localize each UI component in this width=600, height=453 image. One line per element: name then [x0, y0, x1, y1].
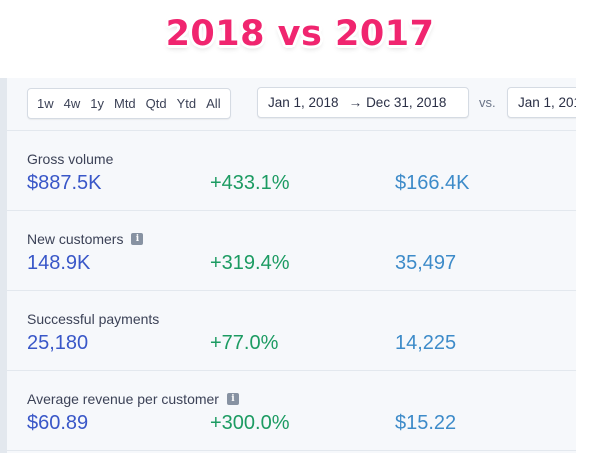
date-toolbar: 1w 4w 1y Mtd Qtd Ytd All Jan 1, 2018 → D… — [7, 78, 576, 131]
metric-label: Average revenue per customer i — [27, 391, 239, 407]
range-4w-button[interactable]: 4w — [63, 96, 81, 111]
range-preset-group: 1w 4w 1y Mtd Qtd Ytd All — [27, 88, 231, 119]
metric-value: 148.9K — [27, 252, 91, 274]
metric-change: +77.0% — [210, 332, 279, 354]
metric-row-average-revenue[interactable]: Average revenue per customer i $60.89 +3… — [7, 371, 576, 451]
metric-row-gross-volume[interactable]: Gross volume $887.5K +433.1% $166.4K — [7, 131, 576, 211]
range-1y-button[interactable]: 1y — [90, 96, 104, 111]
metric-label-text: New customers — [27, 231, 124, 247]
compare-range-start: Jan 1, 2017 — [518, 95, 576, 110]
range-all-button[interactable]: All — [206, 96, 221, 111]
metric-value: 25,180 — [27, 332, 89, 354]
date-range-end: Dec 31, 2018 — [366, 95, 447, 110]
range-mtd-button[interactable]: Mtd — [113, 96, 136, 111]
metric-label-text: Gross volume — [27, 151, 114, 167]
metric-row-new-customers[interactable]: New customers i 148.9K +319.4% 35,497 — [7, 211, 576, 291]
info-icon[interactable]: i — [226, 393, 239, 405]
metric-label: New customers i — [27, 231, 144, 247]
date-range-picker[interactable]: Jan 1, 2018 → Dec 31, 2018 — [257, 87, 469, 118]
metric-label: Successful payments — [27, 311, 159, 327]
metric-value: $60.89 — [27, 412, 89, 434]
metric-previous-value: $15.22 — [395, 412, 457, 434]
comparison-headline: 2018 vs 2017 — [165, 14, 435, 54]
metric-previous-value: $166.4K — [395, 172, 470, 194]
range-ytd-button[interactable]: Ytd — [176, 96, 197, 111]
metric-change: +433.1% — [210, 172, 290, 194]
metric-previous-value: 14,225 — [395, 332, 457, 354]
metric-label-text: Successful payments — [27, 311, 160, 327]
range-qtd-button[interactable]: Qtd — [145, 96, 167, 111]
metric-value: $887.5K — [27, 172, 102, 194]
compare-range-picker[interactable]: Jan 1, 2017 — [507, 87, 576, 118]
sidebar-edge — [0, 78, 7, 453]
vs-label: vs. — [479, 95, 496, 110]
metric-change: +300.0% — [210, 412, 290, 434]
date-range-start: Jan 1, 2018 — [268, 95, 339, 110]
info-icon[interactable]: i — [131, 233, 144, 245]
range-1w-button[interactable]: 1w — [37, 96, 54, 111]
metric-previous-value: 35,497 — [395, 252, 457, 274]
metric-row-successful-payments[interactable]: Successful payments 25,180 +77.0% 14,225 — [7, 291, 576, 371]
metrics-panel: 1w 4w 1y Mtd Qtd Ytd All Jan 1, 2018 → D… — [0, 78, 576, 453]
metric-change: +319.4% — [210, 252, 290, 274]
page-background — [576, 78, 600, 453]
arrow-right-icon: → — [348, 95, 363, 110]
metric-label: Gross volume — [27, 151, 113, 167]
metric-label-text: Average revenue per customer — [27, 391, 219, 407]
